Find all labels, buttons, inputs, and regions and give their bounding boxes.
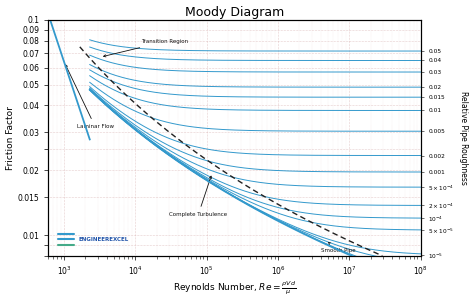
Text: Laminar Flow: Laminar Flow — [65, 65, 113, 129]
Y-axis label: Friction Factor: Friction Factor — [6, 106, 15, 170]
Text: Smooth Pipe: Smooth Pipe — [321, 242, 356, 253]
Title: Moody Diagram: Moody Diagram — [185, 5, 284, 18]
Text: Complete Turbulence: Complete Turbulence — [169, 176, 228, 217]
Y-axis label: Relative Pipe Roughness: Relative Pipe Roughness — [459, 91, 468, 185]
Text: Transition Region: Transition Region — [104, 39, 188, 57]
X-axis label: Reynolds Number, $Re = \frac{\rho V d}{\mu}$: Reynolds Number, $Re = \frac{\rho V d}{\… — [173, 280, 296, 298]
